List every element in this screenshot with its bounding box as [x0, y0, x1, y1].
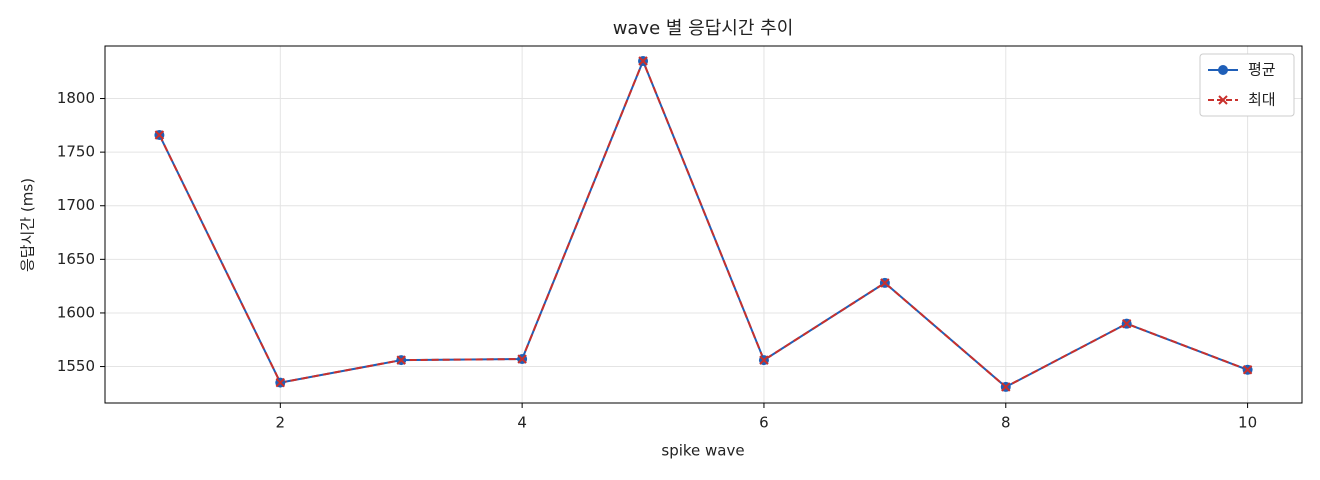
point: [759, 355, 769, 365]
point: [1242, 365, 1253, 375]
legend-marker: [1218, 95, 1228, 105]
legend-label: 최대: [1248, 91, 1276, 109]
x-tick-label: 10: [1238, 414, 1257, 432]
point: [517, 354, 527, 364]
point: [1121, 318, 1132, 329]
point: [1001, 382, 1011, 392]
y-tick-label: 1700: [57, 196, 95, 214]
x-tick-label: 2: [276, 414, 286, 432]
x-axis-label: spike wave: [661, 442, 744, 460]
point: [880, 278, 890, 288]
chart-title: wave 별 응답시간 추이: [613, 18, 794, 39]
y-tick-label: 1600: [57, 303, 95, 321]
point: [638, 56, 648, 66]
y-tick-label: 1550: [57, 357, 95, 375]
y-axis-label: 응답시간 (ms): [19, 178, 37, 272]
legend-box: [1199, 53, 1295, 117]
series-line: [158, 58, 1248, 389]
point: [396, 355, 406, 365]
legend-marker: [1218, 65, 1228, 75]
point: [275, 377, 286, 388]
legend-label: 평균: [1248, 61, 1276, 79]
x-tick-label: 8: [1001, 414, 1011, 432]
y-tick-label: 1800: [57, 89, 95, 107]
y-tick-label: 1750: [57, 143, 95, 161]
x-tick-label: 4: [517, 414, 527, 432]
y-tick-label: 1650: [57, 250, 95, 268]
x-tick-label: 6: [759, 414, 769, 432]
plot-frame: [104, 45, 1303, 404]
series-line: [158, 58, 1248, 389]
point: [154, 130, 165, 140]
